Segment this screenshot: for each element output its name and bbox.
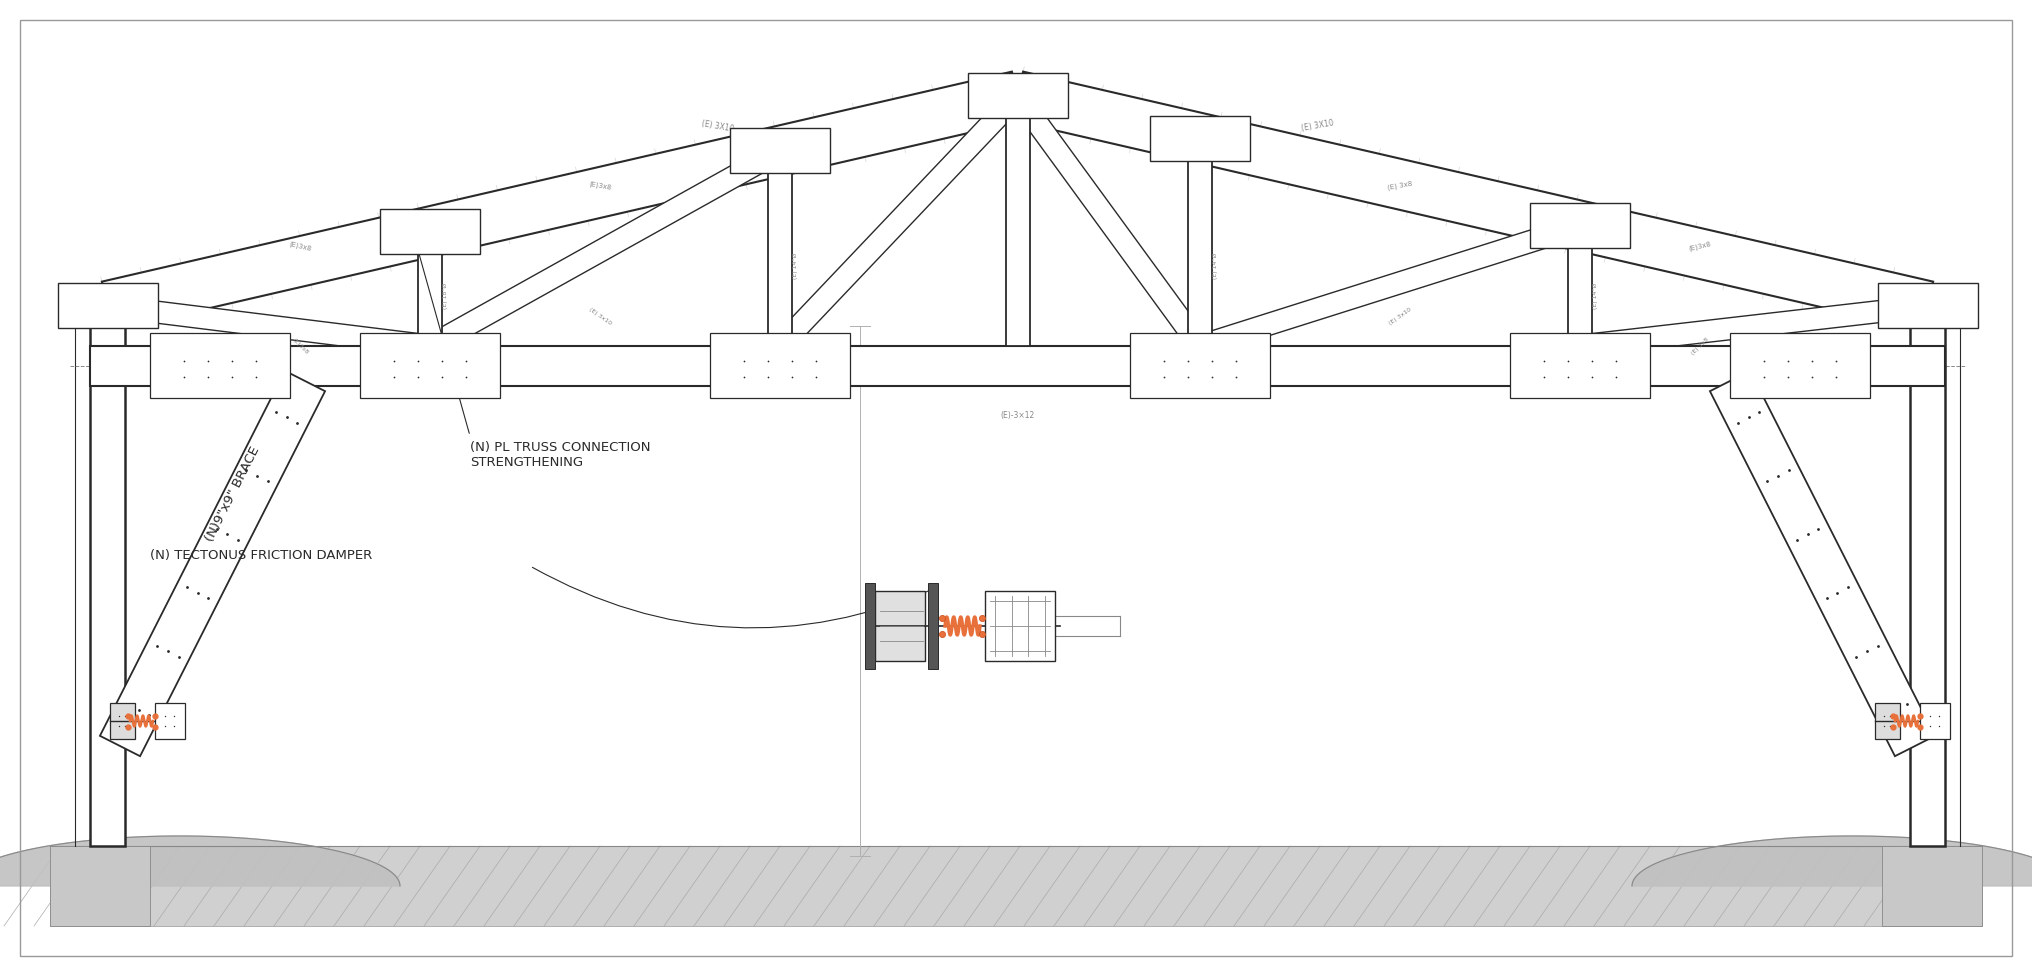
Bar bbox=[1876, 703, 1900, 739]
Bar bbox=[380, 209, 480, 254]
Bar bbox=[768, 161, 792, 346]
Text: (E)3x8: (E)3x8 bbox=[1689, 240, 1711, 252]
Bar bbox=[1910, 306, 1945, 846]
Bar bbox=[360, 333, 500, 398]
Text: (E) 3x8: (E) 3x8 bbox=[1691, 337, 1709, 355]
Bar bbox=[110, 703, 134, 739]
Text: (E) 3X10: (E) 3X10 bbox=[1300, 119, 1335, 134]
Bar bbox=[154, 703, 185, 739]
Text: (E) 3x8: (E) 3x8 bbox=[1388, 181, 1412, 191]
Text: (E)3x8: (E)3x8 bbox=[289, 240, 313, 252]
Bar bbox=[1878, 283, 1977, 329]
Bar bbox=[1189, 148, 1211, 346]
Bar bbox=[709, 333, 849, 398]
Bar bbox=[1150, 115, 1250, 161]
Polygon shape bbox=[1012, 71, 1932, 330]
Text: (E) 3X10: (E) 3X10 bbox=[701, 119, 734, 134]
Text: (E) 3x10: (E) 3x10 bbox=[587, 306, 612, 326]
Text: (N) PL TRUSS CONNECTION
STRENGTHENING: (N) PL TRUSS CONNECTION STRENGTHENING bbox=[469, 441, 650, 469]
Text: (E) 3x10: (E) 3x10 bbox=[1388, 306, 1412, 326]
Text: (E) 14"Ø: (E) 14"Ø bbox=[792, 253, 797, 279]
Polygon shape bbox=[1711, 371, 1934, 756]
Bar bbox=[419, 242, 443, 346]
Bar bbox=[967, 73, 1067, 118]
Polygon shape bbox=[100, 371, 325, 756]
Text: (E)-3×12: (E)-3×12 bbox=[1000, 411, 1034, 420]
Polygon shape bbox=[106, 295, 431, 357]
Bar bbox=[51, 846, 150, 926]
Polygon shape bbox=[1579, 295, 1928, 357]
Bar bbox=[89, 306, 126, 846]
Text: (E)3x8: (E)3x8 bbox=[291, 337, 309, 355]
Text: (E) 18"Ø: (E) 18"Ø bbox=[443, 283, 447, 309]
Bar bbox=[1729, 333, 1869, 398]
Polygon shape bbox=[1197, 216, 1583, 356]
Polygon shape bbox=[102, 71, 1024, 330]
Bar bbox=[986, 591, 1055, 661]
Polygon shape bbox=[425, 142, 784, 355]
Bar bbox=[729, 128, 829, 174]
Bar bbox=[89, 346, 1945, 386]
Bar bbox=[57, 283, 158, 329]
Text: (N) TECTONUS FRICTION DAMPER: (N) TECTONUS FRICTION DAMPER bbox=[150, 549, 372, 562]
Text: (N)9"x9" BRACE: (N)9"x9" BRACE bbox=[203, 444, 262, 544]
Polygon shape bbox=[772, 89, 1026, 353]
Bar bbox=[1882, 846, 1981, 926]
Bar bbox=[1569, 236, 1591, 346]
Text: (E) 14"Ø: (E) 14"Ø bbox=[1213, 253, 1217, 279]
Text: (E) 14"Ø: (E) 14"Ø bbox=[1593, 283, 1597, 309]
Bar bbox=[876, 591, 925, 661]
Bar bbox=[1530, 203, 1630, 248]
Bar bbox=[866, 583, 876, 669]
Bar bbox=[1006, 106, 1030, 346]
Polygon shape bbox=[1008, 90, 1209, 352]
Bar bbox=[929, 583, 939, 669]
Polygon shape bbox=[1632, 836, 2032, 886]
Text: (E)3x8: (E)3x8 bbox=[587, 181, 612, 191]
Bar bbox=[150, 333, 291, 398]
Polygon shape bbox=[0, 836, 400, 886]
Bar bbox=[51, 846, 1981, 926]
Bar bbox=[1130, 333, 1270, 398]
Bar bbox=[1920, 703, 1951, 739]
Bar bbox=[1510, 333, 1650, 398]
